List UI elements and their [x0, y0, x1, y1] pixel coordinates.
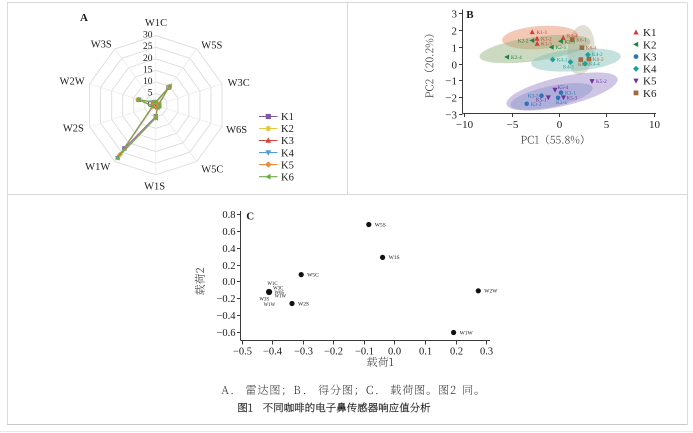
svg-text:3: 3 — [452, 8, 458, 20]
svg-text:15: 15 — [143, 65, 153, 75]
svg-text:K3-4: K3-4 — [556, 100, 567, 106]
svg-text:K6-3: K6-3 — [578, 62, 589, 68]
svg-text:W2S: W2S — [298, 301, 309, 307]
svg-text:−2: −2 — [445, 92, 457, 104]
svg-text:−0.6: −0.6 — [216, 328, 235, 339]
svg-text:K5: K5 — [643, 76, 657, 88]
svg-text:K4-1: K4-1 — [557, 58, 568, 64]
svg-text:K4: K4 — [281, 148, 295, 159]
svg-text:0.3: 0.3 — [480, 347, 493, 358]
svg-text:W1W: W1W — [275, 295, 287, 300]
svg-text:B: B — [466, 9, 474, 21]
svg-text:K4: K4 — [643, 64, 657, 76]
svg-text:K1-2: K1-2 — [541, 37, 552, 43]
svg-text:K3: K3 — [281, 136, 294, 147]
svg-text:−0.4: −0.4 — [263, 347, 283, 358]
svg-text:W1S: W1S — [144, 181, 165, 192]
svg-text:W1S: W1S — [389, 255, 400, 261]
svg-text:W2W: W2W — [484, 289, 498, 295]
svg-text:K3-3: K3-3 — [528, 94, 539, 100]
svg-text:K2: K2 — [643, 39, 656, 51]
svg-text:20: 20 — [143, 54, 153, 64]
svg-text:−0.2: −0.2 — [324, 347, 343, 358]
svg-text:0.4: 0.4 — [222, 244, 236, 255]
svg-text:K6-2: K6-2 — [593, 57, 604, 63]
svg-text:−3: −3 — [445, 109, 457, 121]
svg-text:K4-3: K4-3 — [563, 64, 574, 70]
svg-text:0.2: 0.2 — [222, 261, 235, 272]
svg-text:K3-2: K3-2 — [531, 102, 542, 108]
svg-text:W5S: W5S — [375, 222, 386, 228]
svg-text:−0.2: −0.2 — [216, 294, 235, 305]
svg-text:K6: K6 — [643, 88, 657, 100]
svg-text:5: 5 — [148, 89, 153, 99]
svg-text:K3-1: K3-1 — [565, 91, 576, 97]
svg-text:10: 10 — [649, 119, 661, 131]
svg-text:K4-2: K4-2 — [592, 52, 603, 58]
svg-text:5: 5 — [604, 119, 610, 131]
svg-text:K4-4: K4-4 — [589, 62, 600, 68]
svg-text:W3C: W3C — [273, 287, 283, 292]
svg-text:0: 0 — [452, 59, 458, 71]
svg-text:1: 1 — [452, 42, 458, 54]
svg-text:K3: K3 — [643, 52, 657, 64]
svg-text:W5C: W5C — [307, 272, 319, 278]
svg-text:K5-2: K5-2 — [596, 79, 607, 85]
svg-text:W5S: W5S — [201, 40, 222, 51]
svg-text:−0.1: −0.1 — [355, 347, 374, 358]
svg-text:W2S: W2S — [63, 124, 84, 135]
svg-text:−0.4: −0.4 — [216, 311, 236, 322]
svg-text:−5: −5 — [507, 119, 519, 131]
svg-text:W1C: W1C — [145, 18, 167, 29]
svg-text:K1: K1 — [643, 27, 656, 39]
svg-text:−1: −1 — [445, 75, 457, 87]
svg-text:K5: K5 — [281, 160, 294, 171]
svg-text:10: 10 — [143, 77, 153, 87]
svg-text:K2-4: K2-4 — [511, 55, 522, 61]
svg-text:W2W: W2W — [60, 77, 85, 88]
svg-text:0.2: 0.2 — [450, 347, 463, 358]
svg-text:K5-4: K5-4 — [558, 85, 569, 91]
svg-text:0.8: 0.8 — [222, 210, 235, 221]
svg-text:25: 25 — [143, 42, 153, 52]
svg-text:W3C: W3C — [228, 78, 250, 89]
svg-text:A: A — [80, 12, 88, 24]
svg-text:30: 30 — [143, 31, 153, 41]
svg-text:K1-3: K1-3 — [541, 42, 552, 48]
svg-text:0.1: 0.1 — [419, 347, 432, 358]
svg-text:0.0: 0.0 — [222, 277, 235, 288]
svg-text:0: 0 — [557, 119, 563, 131]
svg-text:K2: K2 — [281, 124, 294, 135]
svg-text:W6S: W6S — [274, 291, 284, 296]
svg-text:−10: −10 — [456, 119, 474, 131]
svg-text:−0.5: −0.5 — [233, 347, 252, 358]
svg-text:K2-1: K2-1 — [556, 45, 567, 51]
svg-text:C: C — [246, 211, 254, 223]
svg-text:K6-1: K6-1 — [576, 38, 587, 44]
svg-text:K1-4: K1-4 — [567, 34, 578, 40]
svg-text:K6: K6 — [281, 172, 294, 183]
svg-text:K1-1: K1-1 — [537, 30, 548, 36]
svg-text:0.0: 0.0 — [388, 347, 401, 358]
svg-text:W1W: W1W — [460, 330, 474, 336]
svg-text:K2-3: K2-3 — [565, 40, 576, 46]
svg-text:K6-4: K6-4 — [586, 46, 597, 52]
svg-text:K5-3: K5-3 — [567, 96, 578, 102]
svg-text:W3S: W3S — [91, 40, 112, 51]
svg-text:K2-2: K2-2 — [518, 39, 529, 45]
svg-text:K5-1: K5-1 — [536, 97, 547, 103]
svg-text:2: 2 — [452, 25, 458, 37]
svg-text:W5C: W5C — [201, 164, 223, 175]
svg-text:−0.3: −0.3 — [294, 347, 313, 358]
svg-text:0.6: 0.6 — [222, 227, 235, 238]
svg-text:W6S: W6S — [226, 125, 247, 136]
svg-text:W1C: W1C — [267, 282, 277, 287]
svg-text:W3S: W3S — [259, 298, 269, 303]
svg-text:W1W: W1W — [264, 303, 276, 308]
svg-text:K1: K1 — [281, 112, 294, 123]
svg-text:W1W: W1W — [85, 162, 110, 173]
